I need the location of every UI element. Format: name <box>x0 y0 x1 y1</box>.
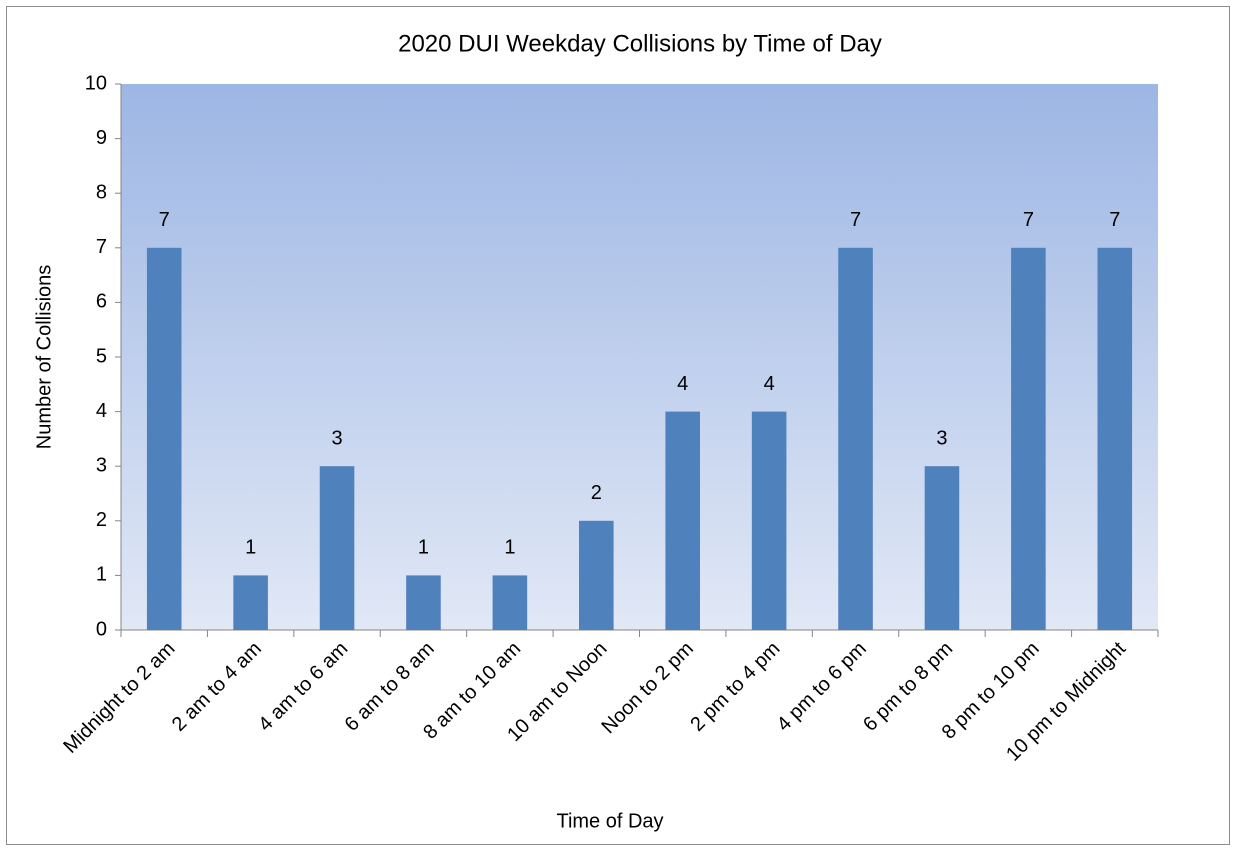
data-label: 7 <box>159 209 170 231</box>
data-label: 3 <box>936 427 947 449</box>
y-tick-label: 2 <box>96 509 107 531</box>
data-label: 1 <box>418 537 429 559</box>
bar <box>751 411 787 630</box>
bar <box>924 466 960 630</box>
y-tick-label: 6 <box>96 291 107 313</box>
bar <box>665 411 700 630</box>
y-tick-label: 5 <box>96 345 107 367</box>
data-label: 7 <box>1023 209 1034 231</box>
bar <box>838 247 873 631</box>
y-tick-label: 7 <box>96 236 107 258</box>
bar <box>1011 247 1046 631</box>
bar <box>1097 247 1133 631</box>
data-label: 3 <box>331 427 342 449</box>
x-axis-label: Time of Day <box>556 810 663 832</box>
data-label: 4 <box>677 373 688 395</box>
y-tick-label: 4 <box>96 400 107 422</box>
bar <box>406 575 441 630</box>
data-label: 7 <box>850 209 861 231</box>
bar <box>146 247 182 631</box>
bar <box>319 466 355 630</box>
data-label: 7 <box>1109 209 1120 231</box>
chart-title: 2020 DUI Weekday Collisions by Time of D… <box>398 30 882 57</box>
bar <box>579 520 614 630</box>
plot-area <box>121 84 1158 630</box>
data-label: 1 <box>245 537 256 559</box>
y-tick-label: 1 <box>96 564 107 586</box>
bar <box>492 575 528 630</box>
data-label: 4 <box>764 373 775 395</box>
y-tick-label: 8 <box>96 181 107 203</box>
data-label: 2 <box>591 482 602 504</box>
y-tick-label: 10 <box>85 72 107 94</box>
data-label: 1 <box>504 537 515 559</box>
y-axis-label: Number of Collisions <box>33 265 55 450</box>
y-tick-label: 3 <box>96 454 107 476</box>
bar <box>233 575 268 630</box>
y-tick-label: 9 <box>96 127 107 149</box>
y-tick-label: 0 <box>96 618 107 640</box>
